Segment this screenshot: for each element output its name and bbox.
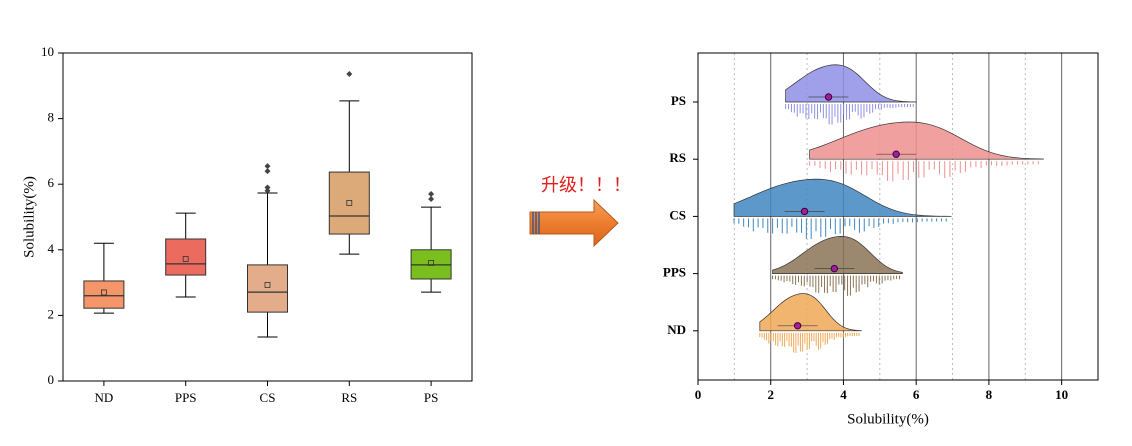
box: [165, 238, 207, 276]
box: [247, 264, 288, 313]
mean: [824, 93, 833, 101]
mean: [264, 281, 271, 288]
x-tick-label: ND: [95, 390, 114, 405]
y-tick-label: 2: [48, 306, 55, 321]
outlier: [264, 184, 271, 191]
y-tick-label: ND: [667, 322, 686, 337]
arrow: [529, 198, 619, 248]
mean: [892, 150, 900, 158]
mean: [346, 199, 353, 206]
y-tick-label: CS: [669, 207, 686, 222]
y-tick-label: 4: [48, 241, 55, 256]
density: [733, 178, 952, 217]
mean: [182, 256, 189, 262]
mean: [800, 207, 809, 216]
outlier: [264, 187, 271, 194]
outlier: [428, 191, 435, 198]
x-tick-label: 10: [1055, 387, 1068, 402]
outlier: [264, 168, 271, 175]
x-tick-label: 4: [840, 387, 847, 402]
x-tick-label: 2: [767, 387, 774, 402]
y-tick-label: PS: [671, 93, 686, 108]
y-tick-label: RS: [669, 150, 686, 165]
y-tick-label: 6: [48, 175, 55, 190]
y-axis-label: Solubility(%): [21, 176, 37, 258]
x-tick-label: PS: [424, 390, 438, 405]
outlier: [346, 70, 353, 77]
y-tick-label: PPS: [663, 265, 686, 280]
y-tick-label: 10: [41, 44, 54, 59]
mean: [428, 260, 435, 266]
density: [809, 121, 1044, 160]
x-tick-label: CS: [260, 390, 276, 405]
y-tick-label: 0: [48, 372, 55, 387]
x-tick-label: 8: [986, 387, 993, 402]
x-tick-label: 0: [695, 387, 702, 402]
outlier: [264, 163, 271, 170]
x-tick-label: PPS: [175, 390, 197, 405]
x-tick-label: RS: [341, 390, 357, 405]
x-axis-label: Solubility(%): [847, 411, 929, 427]
outlier: [428, 195, 435, 202]
y-tick-label: 8: [48, 110, 55, 125]
density: [759, 293, 862, 332]
mean: [101, 289, 107, 296]
density: [772, 236, 903, 274]
density: [785, 64, 917, 103]
mean: [793, 322, 802, 330]
x-tick-label: 6: [913, 387, 920, 402]
mean: [830, 264, 839, 273]
box: [328, 171, 370, 235]
annotation: 升级！！！: [541, 175, 631, 196]
